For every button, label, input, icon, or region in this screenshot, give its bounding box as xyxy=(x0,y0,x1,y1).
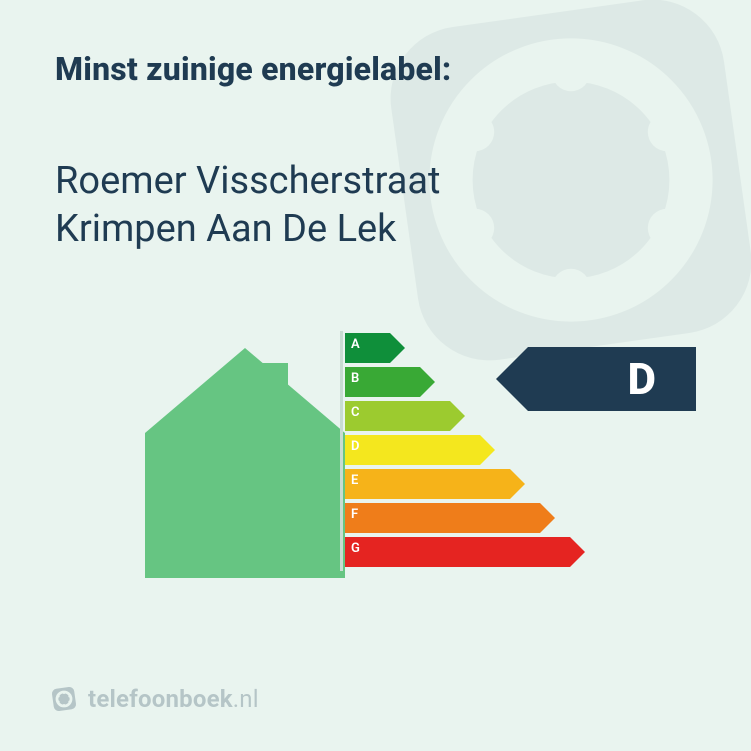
energy-label-card: Minst zuinige energielabel: Roemer Vissc… xyxy=(0,0,751,751)
address-line-1: Roemer Visscherstraat xyxy=(55,158,696,206)
bar-label: A xyxy=(351,337,360,352)
bar-label: C xyxy=(351,405,360,420)
footer-brand-name: telefoonboek xyxy=(88,685,233,713)
bar-arrow-icon xyxy=(345,469,525,499)
energy-label-chart: A B C D E F G D xyxy=(55,313,696,573)
bar-label: G xyxy=(351,541,360,556)
bar-label: E xyxy=(351,473,358,488)
address-block: Roemer Visscherstraat Krimpen Aan De Lek xyxy=(55,158,696,253)
house-icon xyxy=(145,348,345,578)
phonebook-logo-icon xyxy=(50,685,78,713)
bar-arrow-icon xyxy=(345,537,585,567)
result-letter: D xyxy=(627,353,656,405)
card-title: Minst zuinige energielabel: xyxy=(55,50,696,88)
footer-brand: telefoonboek.nl xyxy=(50,685,259,713)
bar-arrow-icon xyxy=(345,503,555,533)
footer-brand-text: telefoonboek.nl xyxy=(88,685,259,713)
chart-divider xyxy=(340,331,343,571)
bar-label: D xyxy=(351,439,359,454)
bar-arrow-icon xyxy=(345,435,495,465)
footer-brand-tld: .nl xyxy=(233,685,259,713)
result-badge xyxy=(496,347,696,411)
address-line-2: Krimpen Aan De Lek xyxy=(55,206,696,254)
bar-arrow-icon xyxy=(345,401,465,431)
bar-label: F xyxy=(351,507,358,522)
bar-label: B xyxy=(351,371,359,386)
